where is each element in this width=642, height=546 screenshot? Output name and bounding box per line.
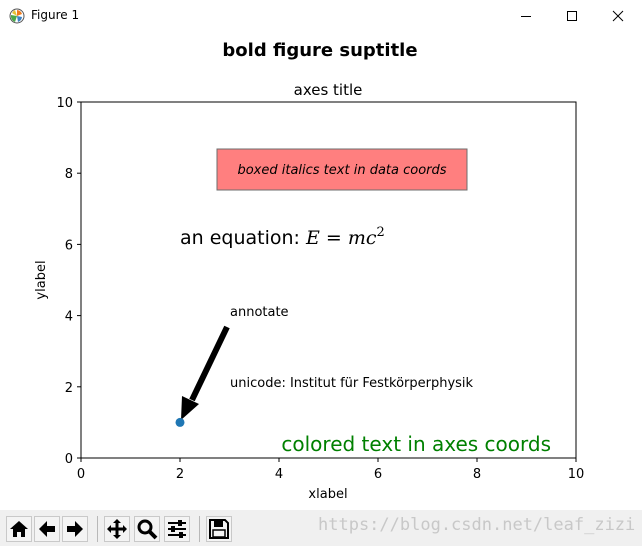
equation-symbol: E — [305, 227, 320, 249]
y-tick-label: 8 — [65, 167, 73, 182]
equation-rhs: = mc — [320, 227, 377, 249]
forward-button[interactable] — [62, 516, 88, 542]
watermark-text: https://blog.csdn.net/leaf_zizi — [318, 515, 636, 535]
back-button[interactable] — [34, 516, 60, 542]
x-tick-label: 0 — [77, 467, 85, 482]
window-titlebar: Figure 1 — [0, 0, 642, 32]
close-button[interactable] — [595, 0, 641, 32]
pan-button[interactable] — [104, 516, 130, 542]
annotate-arrow — [181, 325, 230, 420]
x-tick-label: 4 — [275, 467, 283, 482]
y-tick-label: 10 — [56, 96, 73, 111]
floppy-disk-icon — [209, 519, 229, 539]
move-icon — [107, 519, 127, 539]
toolbar-separator — [97, 516, 98, 542]
close-icon — [612, 10, 624, 22]
unicode-text: unicode: Institut für Festkörperphysik — [230, 376, 474, 391]
magnifier-icon — [137, 519, 158, 540]
y-axis: 0 2 4 6 8 10 — [56, 96, 81, 467]
x-tick-label: 8 — [473, 467, 481, 482]
boxed-italic-text: boxed italics text in data coords — [237, 163, 446, 178]
axes-title: axes title — [294, 81, 363, 99]
data-point — [175, 417, 185, 427]
maximize-button[interactable] — [549, 0, 595, 32]
minimize-button[interactable] — [503, 0, 549, 32]
x-tick-label: 6 — [374, 467, 382, 482]
configure-subplots-button[interactable] — [164, 516, 190, 542]
figure-canvas[interactable]: bold figure suptitle axes title 0 2 4 6 8 10 … — [0, 32, 642, 510]
toolbar-separator — [199, 516, 200, 542]
equation-text: an equation: E = mc2 — [180, 225, 385, 249]
minimize-icon — [521, 16, 531, 17]
zoom-button[interactable] — [134, 516, 160, 542]
x-axis-label: xlabel — [308, 487, 347, 502]
y-tick-label: 0 — [65, 452, 73, 467]
y-tick-label: 4 — [65, 310, 73, 325]
x-tick-label: 10 — [568, 467, 585, 482]
chart-svg: bold figure suptitle axes title 0 2 4 6 8 10 … — [34, 40, 584, 502]
arrow-head — [181, 396, 199, 420]
window-title: Figure 1 — [31, 8, 80, 22]
home-button[interactable] — [6, 516, 32, 542]
data-points — [175, 417, 185, 427]
arrow-shaft — [189, 325, 230, 402]
colored-axes-text: colored text in axes coords — [281, 432, 551, 456]
sliders-icon — [168, 520, 186, 538]
y-tick-label: 6 — [65, 238, 73, 253]
y-tick-label: 2 — [65, 381, 73, 396]
navigation-toolbar — [0, 510, 642, 546]
home-icon — [10, 521, 28, 537]
save-button[interactable] — [206, 516, 232, 542]
figure-suptitle: bold figure suptitle — [222, 40, 417, 61]
x-axis: 0 2 4 6 8 10 — [77, 458, 584, 482]
arrow-right-icon — [67, 521, 83, 537]
maximize-icon — [567, 11, 577, 21]
y-axis-label: ylabel — [34, 260, 49, 299]
arrow-left-icon — [39, 521, 55, 537]
equation-exponent: 2 — [377, 225, 385, 240]
annotate-label: annotate — [230, 305, 289, 320]
boxed-text-box — [216, 148, 468, 191]
equation-prefix: an equation: — [180, 227, 306, 249]
x-tick-label: 2 — [176, 467, 184, 482]
matplotlib-logo-icon — [9, 8, 25, 24]
